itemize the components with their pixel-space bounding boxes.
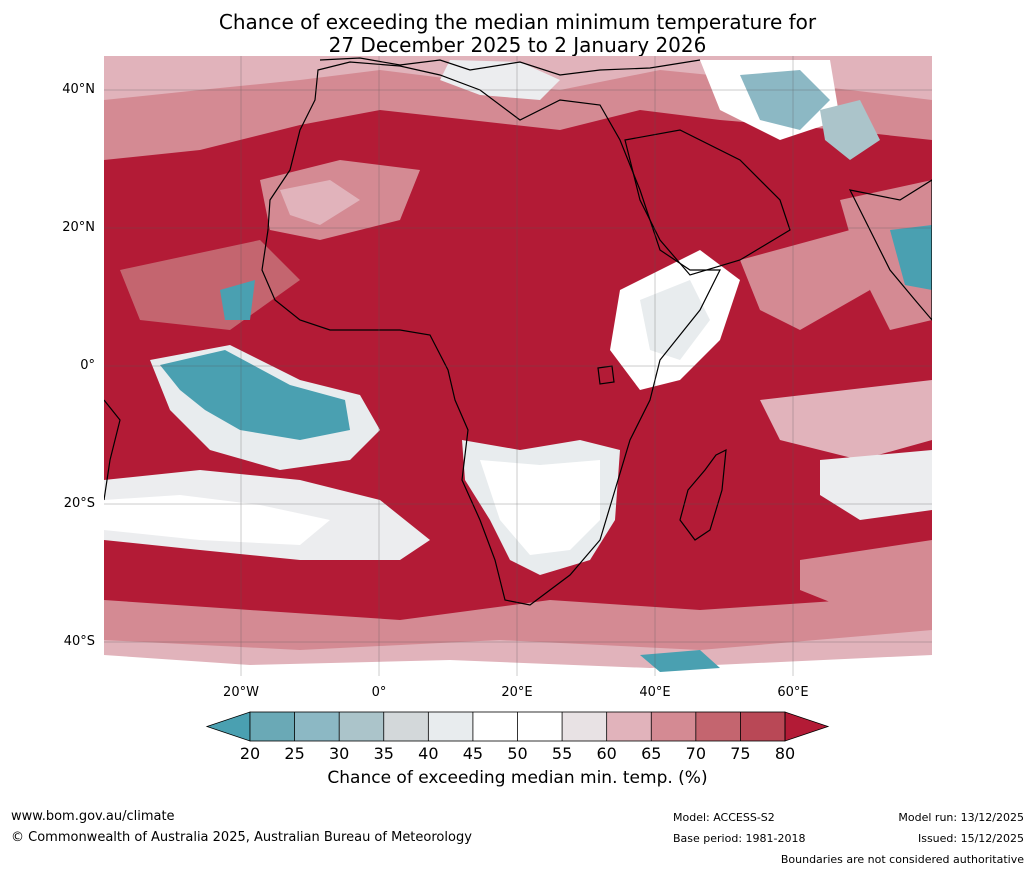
lon-label-20w: 20°W	[223, 685, 259, 700]
colorbar	[205, 711, 830, 742]
probability-field	[104, 56, 932, 676]
colorbar-label: Chance of exceeding median min. temp. (%…	[327, 768, 708, 788]
colorbar-segment	[651, 712, 696, 741]
colorbar-tick-label: 50	[507, 744, 528, 763]
colorbar-segment	[339, 712, 384, 741]
colorbar-tick-label: 55	[551, 744, 573, 763]
colorbar-segment	[250, 712, 295, 741]
colorbar-extend-low	[205, 711, 251, 742]
colorbar-segment	[606, 712, 652, 741]
colorbar-tick-label: 70	[685, 744, 706, 763]
map-title-line1: Chance of exceeding the median minimum t…	[218, 10, 817, 34]
colorbar-tick-label: 35	[373, 744, 394, 763]
colorbar-tick-label: 75	[730, 744, 751, 763]
colorbar-tick-label: 40	[418, 744, 439, 763]
footer-copyright: © Commonwealth of Australia 2025, Austra…	[11, 830, 472, 845]
lat-label-20n: 20°N	[62, 220, 95, 235]
colorbar-segment	[695, 712, 741, 741]
colorbar-tick-label: 80	[774, 744, 796, 763]
colorbar-segment	[562, 712, 607, 741]
colorbar-extend-high	[784, 711, 830, 742]
colorbar-segment	[428, 712, 473, 741]
footer-model: Model: ACCESS-S2	[673, 811, 775, 824]
lon-label-60e: 60°E	[777, 685, 809, 700]
lat-label-40n: 40°N	[62, 82, 95, 97]
lon-label-0: 0°	[371, 685, 387, 700]
footer-disclaimer: Boundaries are not considered authoritat…	[780, 853, 1024, 866]
footer-issued: Issued: 15/12/2025	[917, 832, 1024, 845]
lat-label-0: 0°	[80, 358, 95, 373]
lat-label-40s: 40°S	[63, 634, 95, 649]
colorbar-segment	[740, 712, 785, 741]
footer-base-period: Base period: 1981-2018	[673, 832, 806, 845]
colorbar-tick-label: 60	[596, 744, 617, 763]
colorbar-tick-label: 45	[462, 744, 484, 763]
colorbar-tick-label: 25	[284, 744, 305, 763]
colorbar-segment	[472, 712, 518, 741]
lon-label-40e: 40°E	[639, 685, 671, 700]
footer-website: www.bom.gov.au/climate	[11, 809, 175, 824]
map-title-line2: 27 December 2025 to 2 January 2026	[328, 33, 707, 57]
lat-label-20s: 20°S	[63, 496, 95, 511]
colorbar-tick-label: 30	[328, 744, 350, 763]
colorbar-tick-label: 20	[239, 744, 261, 763]
colorbar-tick-label: 65	[641, 744, 662, 763]
colorbar-segment	[517, 712, 563, 741]
colorbar-segment	[294, 712, 340, 741]
lon-label-20e: 20°E	[501, 685, 533, 700]
footer-model-run: Model run: 13/12/2025	[898, 811, 1024, 824]
colorbar-segment	[383, 712, 429, 741]
